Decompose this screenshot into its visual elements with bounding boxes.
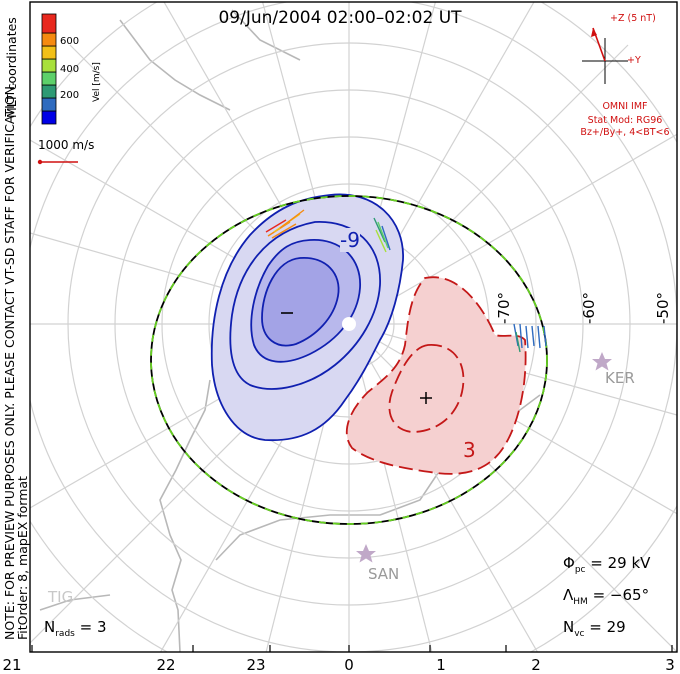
lambda-value: = −65° [592, 586, 650, 604]
positive-contour-label: 3 [463, 438, 476, 462]
positive-convection-cell [345, 276, 527, 475]
negative-contour-core [261, 257, 340, 347]
positive-contour-2 [388, 344, 465, 433]
imf-clock [582, 27, 628, 84]
mlt-label-3: 3 [665, 656, 675, 674]
lambda-hm-stat: ΛHM = −65° [563, 586, 649, 607]
mlt-label-21: 21 [2, 656, 22, 674]
velocity-vectors-group-1 [265, 209, 305, 239]
imf-model-line1: Stat Mod: RG96 [587, 115, 663, 126]
imf-title: OMNI IMF [602, 101, 648, 112]
positive-cell-fill [345, 276, 527, 475]
nrads-stat: Nrads = 3 [44, 618, 107, 639]
ker-marker [592, 352, 612, 371]
mlt-label-22: 22 [156, 656, 176, 674]
phi-symbol: Φ [563, 554, 575, 572]
coords-label: MLT coordinates [4, 17, 19, 118]
mlt-label-0: 0 [344, 656, 354, 674]
colorbar-title: Vel [m/s] [92, 62, 102, 102]
velocity-scale-label: 1000 m/s [38, 138, 95, 152]
phi-sub: pc [574, 565, 586, 575]
nvc-stat: Nvc = 29 [563, 618, 626, 639]
site-markers [356, 352, 612, 563]
latitude-label-70: -70° [495, 292, 513, 324]
plot-border [29, 1, 678, 653]
nrads-value: = 3 [79, 618, 107, 636]
colorbar-tick-200: 200 [60, 90, 80, 101]
latitude-label-60: -60° [580, 292, 598, 324]
site-label-san: SAN [368, 565, 400, 583]
sidebar-notes: NOTE: FOR PREVIEW PURPOSES ONLY. PLEASE … [2, 82, 30, 640]
imf-model-line2: Bz+/By+, 4<BT<6 [580, 127, 670, 138]
mlt-ticks [31, 645, 673, 652]
colorbar-tick-400: 400 [60, 64, 80, 75]
mlt-label-1: 1 [436, 656, 446, 674]
nvc-sub: vc [574, 629, 585, 639]
negative-contour-label: -9 [340, 228, 360, 252]
velocity-colorbar [41, 13, 57, 125]
san-marker [356, 544, 376, 563]
page-title: 09/Jun/2004 02:00–02:02 UT [218, 8, 462, 28]
velocity-vectors-group-2 [373, 217, 391, 253]
nvc-symbol: N [563, 618, 575, 636]
velocity-scale-arrow [37, 159, 78, 165]
negative-contour-2 [229, 221, 381, 390]
lambda-symbol: Λ [563, 586, 574, 604]
velocity-vectors-group-3 [513, 323, 547, 353]
site-label-tig: TIG [48, 588, 74, 606]
nvc-value: = 29 [589, 618, 626, 636]
lambda-sub: HM [573, 597, 588, 607]
nrads-symbol: N [44, 618, 56, 636]
imf-y-label: +Y [627, 55, 641, 66]
fit-order-note: FitOrder: 8, mapEX format [15, 476, 30, 640]
latitude-label-50: -50° [654, 292, 672, 324]
mlt-label-23: 23 [246, 656, 266, 674]
phi-pc-stat: Φpc = 29 kV [563, 554, 650, 575]
colorbar-tick-600: 600 [60, 36, 80, 47]
negative-convection-cell [210, 193, 404, 442]
imf-z-label: +Z (5 nT) [610, 13, 656, 24]
site-label-ker: KER [605, 369, 635, 387]
hm-boundary [150, 195, 548, 525]
mlt-label-2: 2 [531, 656, 541, 674]
magnetic-pole-marker [342, 317, 356, 331]
nrads-sub: rads [55, 629, 75, 639]
phi-value: = 29 kV [590, 554, 651, 572]
